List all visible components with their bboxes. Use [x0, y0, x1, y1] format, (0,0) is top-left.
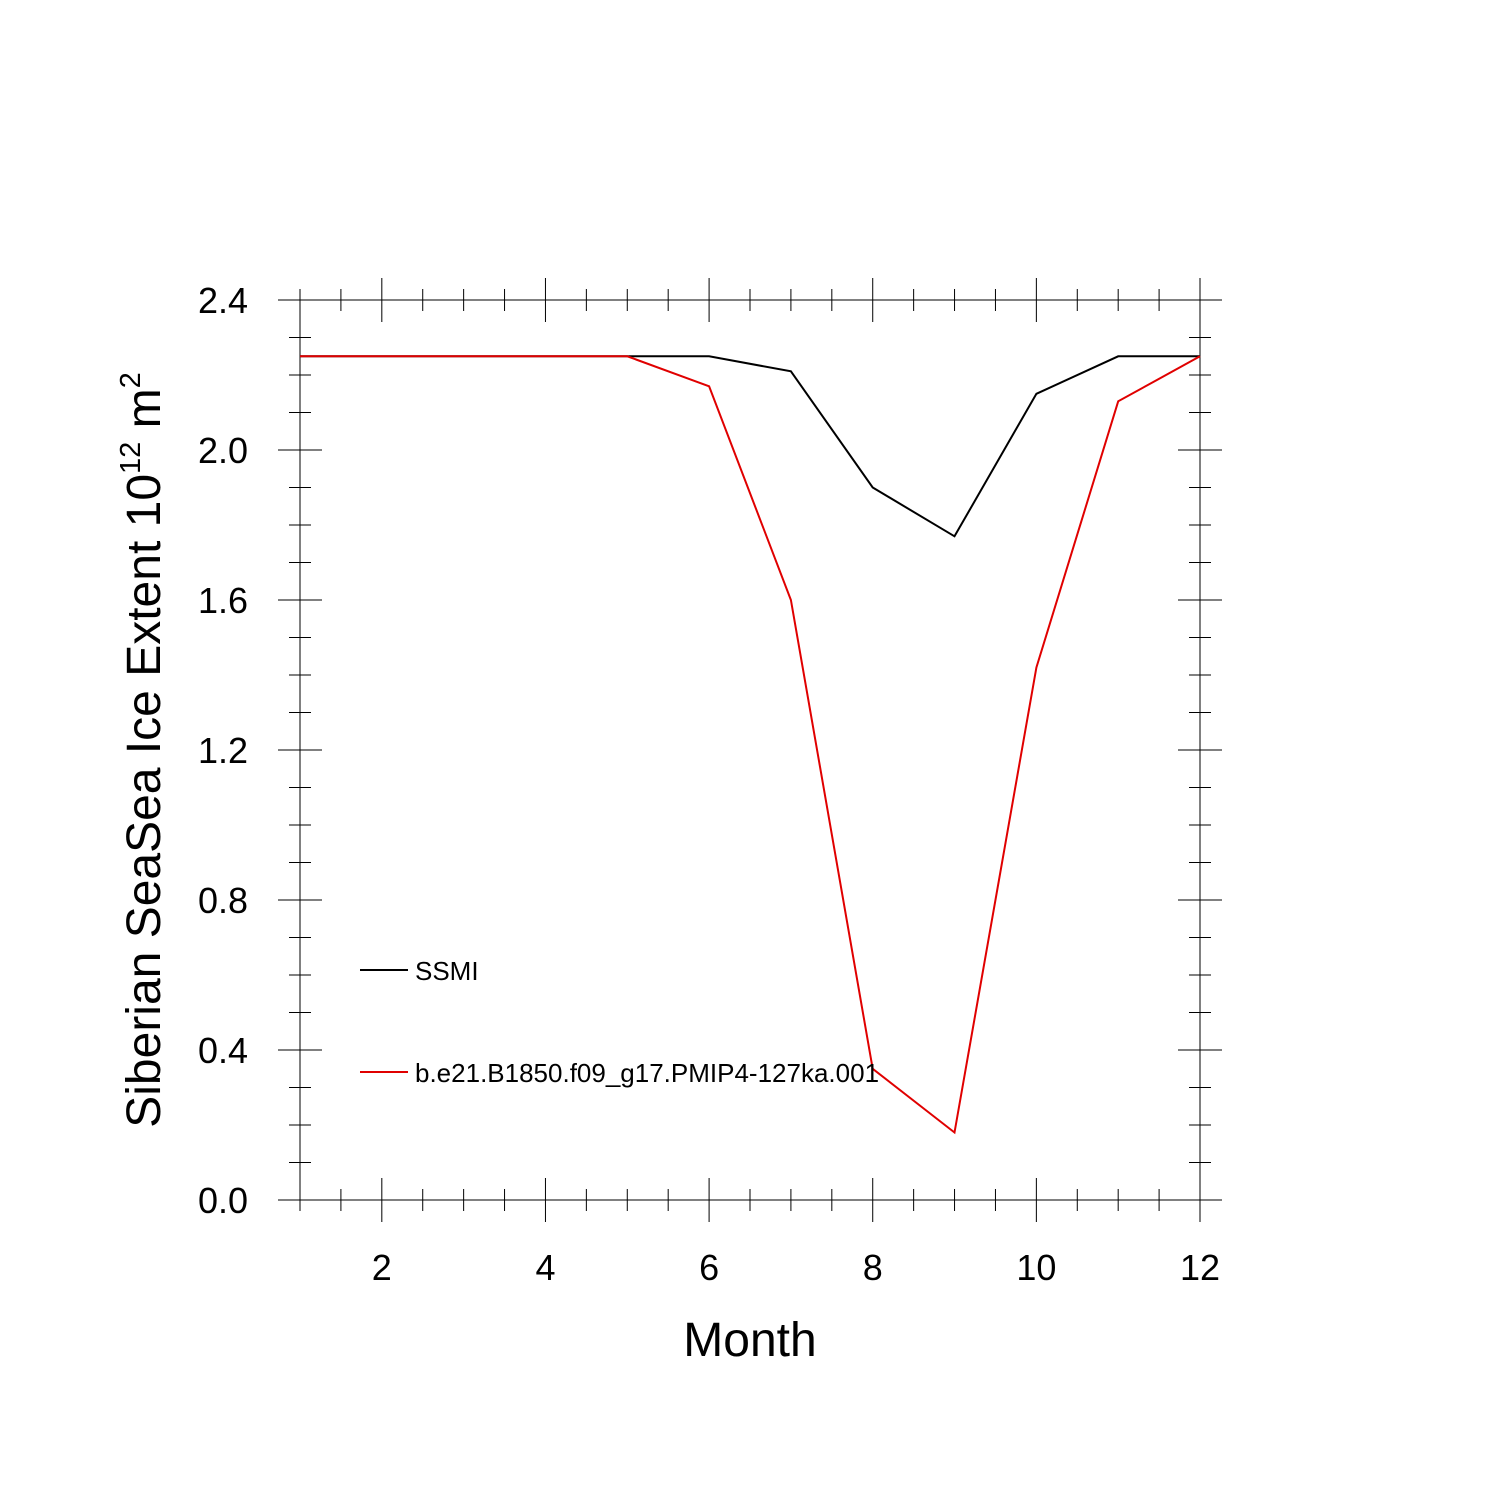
- y-axis-label-exponent-1: 12: [115, 442, 147, 474]
- x-axis-label: Month: [683, 1314, 816, 1367]
- y-tick-label: 2.4: [198, 280, 248, 321]
- series-line-1: [300, 355, 1200, 538]
- y-tick-label: 2.0: [198, 430, 248, 471]
- axis-tick-labels: 2 4 6 8 10 12 0.0 0.4 0.8 1.2 1.6 2.0 2.4: [198, 280, 1220, 1288]
- legend-label: SSMI: [415, 956, 479, 986]
- x-tick-label: 10: [1016, 1247, 1056, 1288]
- x-tick-label: 2: [372, 1247, 392, 1288]
- x-tick-label: 12: [1180, 1247, 1220, 1288]
- y-tick-label: 1.2: [198, 730, 248, 771]
- y-tick-label: 0.0: [198, 1180, 248, 1221]
- y-tick-label: 1.6: [198, 580, 248, 621]
- x-tick-label: 8: [863, 1247, 883, 1288]
- x-tick-label: 4: [535, 1247, 555, 1288]
- y-axis-label-exponent-2: 2: [115, 372, 147, 388]
- y-tick-label: 0.4: [198, 1030, 248, 1071]
- y-axis-label-unit: m: [118, 388, 171, 441]
- y-axis-label: Siberian SeaSea Ice Extent 1012 m2: [115, 372, 171, 1128]
- y-tick-label: 0.8: [198, 880, 248, 921]
- x-tick-label: 6: [699, 1247, 719, 1288]
- legend-label: b.e21.B1850.f09_g17.PMIP4-127ka.001: [415, 1058, 879, 1088]
- axis-ticks: [278, 278, 1222, 1222]
- y-axis-label-prefix: Siberian SeaSea Ice Extent 10: [118, 474, 171, 1128]
- series-lines: [300, 355, 1201, 1135]
- series-line-2: [300, 355, 1201, 1135]
- legend: SSMI b.e21.B1850.f09_g17.PMIP4-127ka.001: [360, 956, 879, 1088]
